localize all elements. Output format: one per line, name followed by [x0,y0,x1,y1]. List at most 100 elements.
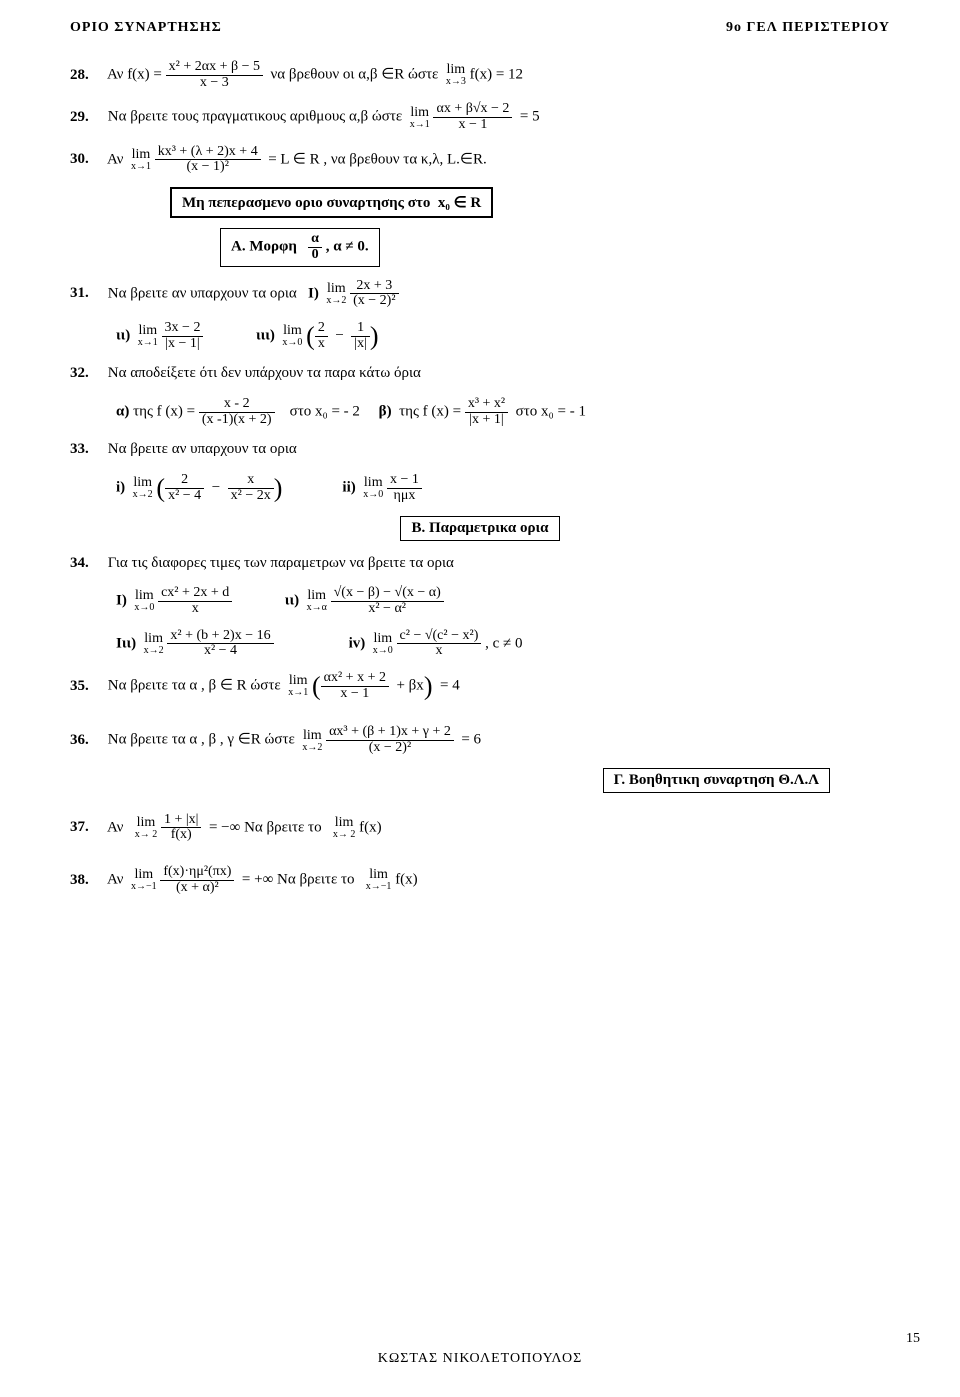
problem-number: 34. [70,553,104,575]
limit: limx→2 [133,476,153,500]
section-B-row: Β. Παραμετρικα ορια [70,516,890,541]
problem-31-parts: ιι) limx→1 3x − 2|x − 1| ιιι) limx→0 (2x… [70,321,890,351]
problem-30: 30. Αν limx→1 kx³ + (λ + 2)x + 4 (x − 1)… [70,145,890,175]
limit: limx→ 2 [333,816,356,840]
section-A-box: Μη πεπερασμενο οριο συναρτησης στο x₀ ∈ … [170,187,493,218]
limit: limx→3 [446,63,466,87]
problem-number: 38. [70,870,104,892]
morfi-row: Α. Μορφη α0 , α ≠ 0. [220,228,890,266]
text: στο x₀ = - 2 [290,404,360,420]
fraction: x² + 2αx + β − 5 x − 3 [166,60,263,90]
subpart-label: iv) [349,635,366,651]
page-number: 15 [906,1331,920,1347]
text: = 5 [520,109,540,125]
limit: limx→α [307,589,327,613]
problem-28: 28. Αν f(x) = x² + 2αx + β − 5 x − 3 να … [70,60,890,90]
text: Να βρειτε τα α , β ∈ R ώστε [108,678,281,694]
text: = +∞ Να βρειτε το [242,872,355,888]
problem-number: 33. [70,439,104,461]
subpart-label: Iιι) [116,635,136,651]
fraction: x − 1ημx [387,473,422,503]
fraction: x - 2(x -1)(x + 2) [199,397,275,427]
subpart-label: I) [116,593,127,609]
problem-number: 28. [70,65,104,87]
problem-number: 32. [70,363,104,385]
problem-34-row1: I) limx→0 cx² + 2x + dx ιι) limx→α √(x −… [70,586,890,616]
text: = L ∈ R , να βρεθουν τα κ,λ, L.∈R. [268,151,487,167]
problem-32-parts: α) της f (x) = x - 2(x -1)(x + 2) στο x₀… [70,397,890,427]
problem-35: 35. Να βρειτε τα α , β ∈ R ώστε limx→1 (… [70,671,890,701]
fraction: 2x + 3(x − 2)² [350,279,398,309]
subpart-label: β) [379,404,392,420]
section-B-box: Β. Παραμετρικα ορια [400,516,559,541]
text: Αν f(x) = [107,67,162,83]
text: Για τις διαφορες τιμες των παραμετρων να… [108,555,454,571]
text: στο x₀ = - 1 [516,404,586,420]
fraction: x³ + x²|x + 1| [465,397,508,427]
fraction: 1|x| [351,321,370,351]
problem-29: 29. Nα βρειτε τους πραγματικους αριθμους… [70,102,890,132]
subpart-label: ιι) [116,328,130,344]
section-C-box: Γ. Βοηθητικη συναρτηση Θ.Λ.Λ [603,768,830,793]
subpart-label: I) [308,285,319,301]
text: = 4 [440,678,460,694]
problem-34-row2: Iιι) limx→2 x² + (b + 2)x − 16x² − 4 iv)… [70,629,890,659]
text: = −∞ Να βρειτε το [209,819,322,835]
fraction: kx³ + (λ + 2)x + 4 (x − 1)² [155,145,261,175]
fraction: 2x² − 4 [165,473,204,503]
limit: limx→ 2 [135,816,158,840]
text: Να βρειτε τα α , β , γ ∈R ώστε [108,732,295,748]
text: της f (x) = [399,404,461,420]
section-C-row: Γ. Βοηθητικη συναρτηση Θ.Λ.Λ [70,768,890,793]
header-left: ΟΡΙΟ ΣΥΝΑΡΤΗΣΗΣ [70,20,222,36]
fraction: 3x − 2|x − 1| [162,321,204,351]
fraction: xx² − 2x [228,473,274,503]
page-header: ΟΡΙΟ ΣΥΝΑΡΤΗΣΗΣ 9ο ΓΕΛ ΠΕΡΙΣΤΕΡΙΟΥ [70,20,890,36]
fraction: αx + β√x − 2 x − 1 [433,102,512,132]
limit: limx→−1 [131,868,157,892]
text: f(x) [359,819,382,835]
fraction: cx² + 2x + dx [158,586,232,616]
fraction: 2x [315,321,328,351]
limit: limx→1 [288,674,308,698]
limit: limx→1 [131,148,151,172]
problem-32: 32. Να αποδείξετε ότι δεν υπάρχουν τα πα… [70,363,890,385]
fraction: α0 [308,232,322,262]
text: Να βρειτε αν υπαρχουν τα ορια [108,441,297,457]
text: f(x) [395,872,418,888]
header-right: 9ο ΓΕΛ ΠΕΡΙΣΤΕΡΙΟΥ [726,20,890,36]
limit: limx→−1 [366,868,392,892]
fraction: f(x)·ημ²(πx)(x + α)² [160,865,234,895]
problem-31: 31. Να βρειτε αν υπαρχουν τα ορια I) lim… [70,279,890,309]
limit: limx→2 [326,282,346,306]
problem-number: 29. [70,107,104,129]
limit: limx→0 [363,476,383,500]
text: Αν [107,819,124,835]
problem-36: 36. Να βρειτε τα α , β , γ ∈R ώστε limx→… [70,725,890,755]
fraction: x² + (b + 2)x − 16x² − 4 [167,629,273,659]
text: Να βρειτε αν υπαρχουν τα ορια [108,285,297,301]
fraction: αx² + x + 2x − 1 [321,671,389,701]
text: Αν [107,872,124,888]
limit: limx→0 [373,632,393,656]
limit: limx→1 [410,106,430,130]
limit: limx→0 [282,324,302,348]
text: να βρεθουν οι α,β ∈R ώστε [270,67,438,83]
limit: limx→2 [302,729,322,753]
fraction: 1 + |x|f(x) [161,813,202,843]
fraction: c² − √(c² − x²)x [397,629,482,659]
subpart-label: ιι) [285,593,299,609]
text: , c ≠ 0 [485,635,522,651]
limit: limx→1 [138,324,158,348]
morfi-box: Α. Μορφη α0 , α ≠ 0. [220,228,380,266]
problem-37: 37. Αν limx→ 2 1 + |x|f(x) = −∞ Να βρειτ… [70,813,890,843]
section-A-box-row: Μη πεπερασμενο οριο συναρτησης στο x₀ ∈ … [170,187,890,218]
subpart-label: i) [116,480,125,496]
problem-number: 31. [70,283,104,305]
text: + βx [396,678,423,694]
fraction: αx³ + (β + 1)x + γ + 2(x − 2)² [326,725,454,755]
page-footer: ΚΩΣΤΑΣ ΝΙΚΟΛΕΤΟΠΟΥΛΟΣ [0,1351,960,1367]
text: = 6 [461,732,481,748]
text: Nα βρειτε τους πραγματικους αριθμους α,β… [108,109,402,125]
subpart-label: α) [116,404,129,420]
